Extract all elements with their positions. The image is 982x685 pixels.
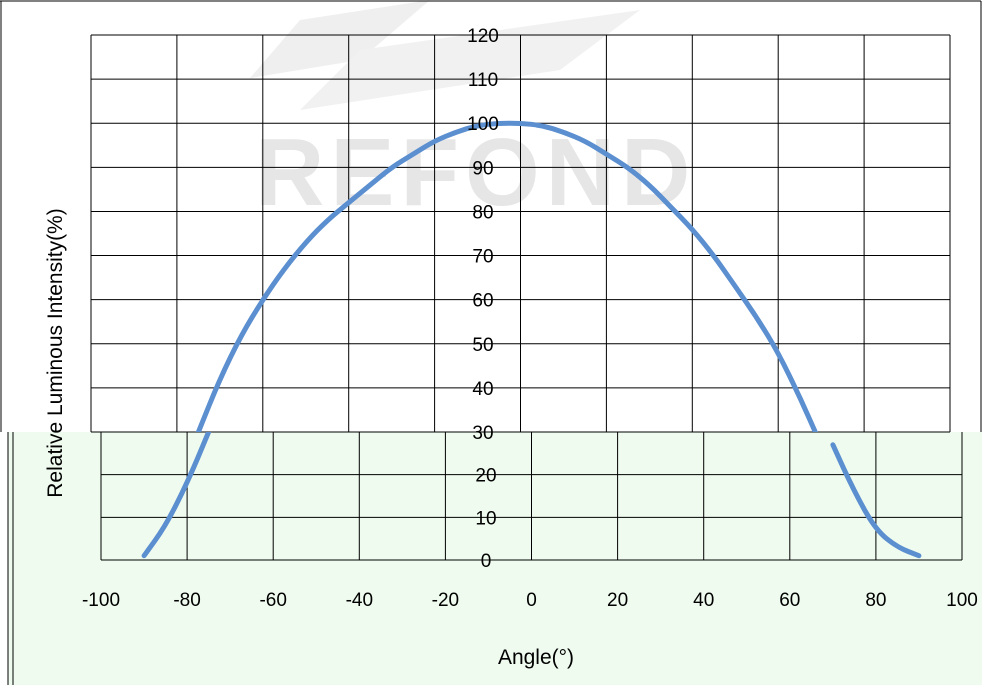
x-tick-label: 0 xyxy=(526,590,537,611)
y-tick-label: 30 xyxy=(472,423,493,444)
series-line-lower-right xyxy=(830,442,922,559)
x-tick-labels: -100 -80 -60 -40 -20 0 20 40 60 80 100 xyxy=(82,590,978,611)
y-tick-label: 40 xyxy=(472,379,493,400)
watermark-stripe xyxy=(250,0,430,78)
x-tick-label: 40 xyxy=(693,590,714,611)
y-tick-label: 90 xyxy=(472,158,493,179)
y-tick-label: 70 xyxy=(472,247,493,268)
y-tick-label: 0 xyxy=(481,551,492,572)
y-tick-label: 100 xyxy=(467,114,499,135)
y-tick-label: 50 xyxy=(472,335,493,356)
x-tick-label: 60 xyxy=(779,590,800,611)
y-tick-label: 20 xyxy=(475,466,496,487)
grid-upper xyxy=(90,34,951,433)
y-tick-labels: 0 10 20 30 40 50 60 70 80 90 100 110 120 xyxy=(467,26,499,572)
y-tick-label: 120 xyxy=(467,26,499,47)
x-tick-label: 80 xyxy=(865,590,886,611)
y-tick-label: 10 xyxy=(475,508,496,529)
y-tick-label: 80 xyxy=(472,202,493,223)
x-tick-label: 20 xyxy=(607,590,628,611)
x-axis-title: Angle(°) xyxy=(498,646,574,669)
grid-lower xyxy=(100,432,963,561)
x-tick-label: -20 xyxy=(432,590,459,611)
watermark-text: REFOND xyxy=(255,119,696,226)
x-tick-label: -60 xyxy=(259,590,286,611)
series-line-upper xyxy=(195,120,818,432)
y-tick-label: 110 xyxy=(468,70,498,91)
y-tick-label: 60 xyxy=(472,291,493,312)
x-tick-label: -40 xyxy=(346,590,373,611)
series-layer xyxy=(141,120,922,559)
x-tick-label: -80 xyxy=(173,590,200,611)
y-axis-title: Relative Luminous Intensity(%) xyxy=(44,208,67,497)
x-tick-label: 100 xyxy=(946,590,978,611)
series-line-lower-left xyxy=(141,432,212,559)
x-tick-label: -100 xyxy=(82,590,120,611)
